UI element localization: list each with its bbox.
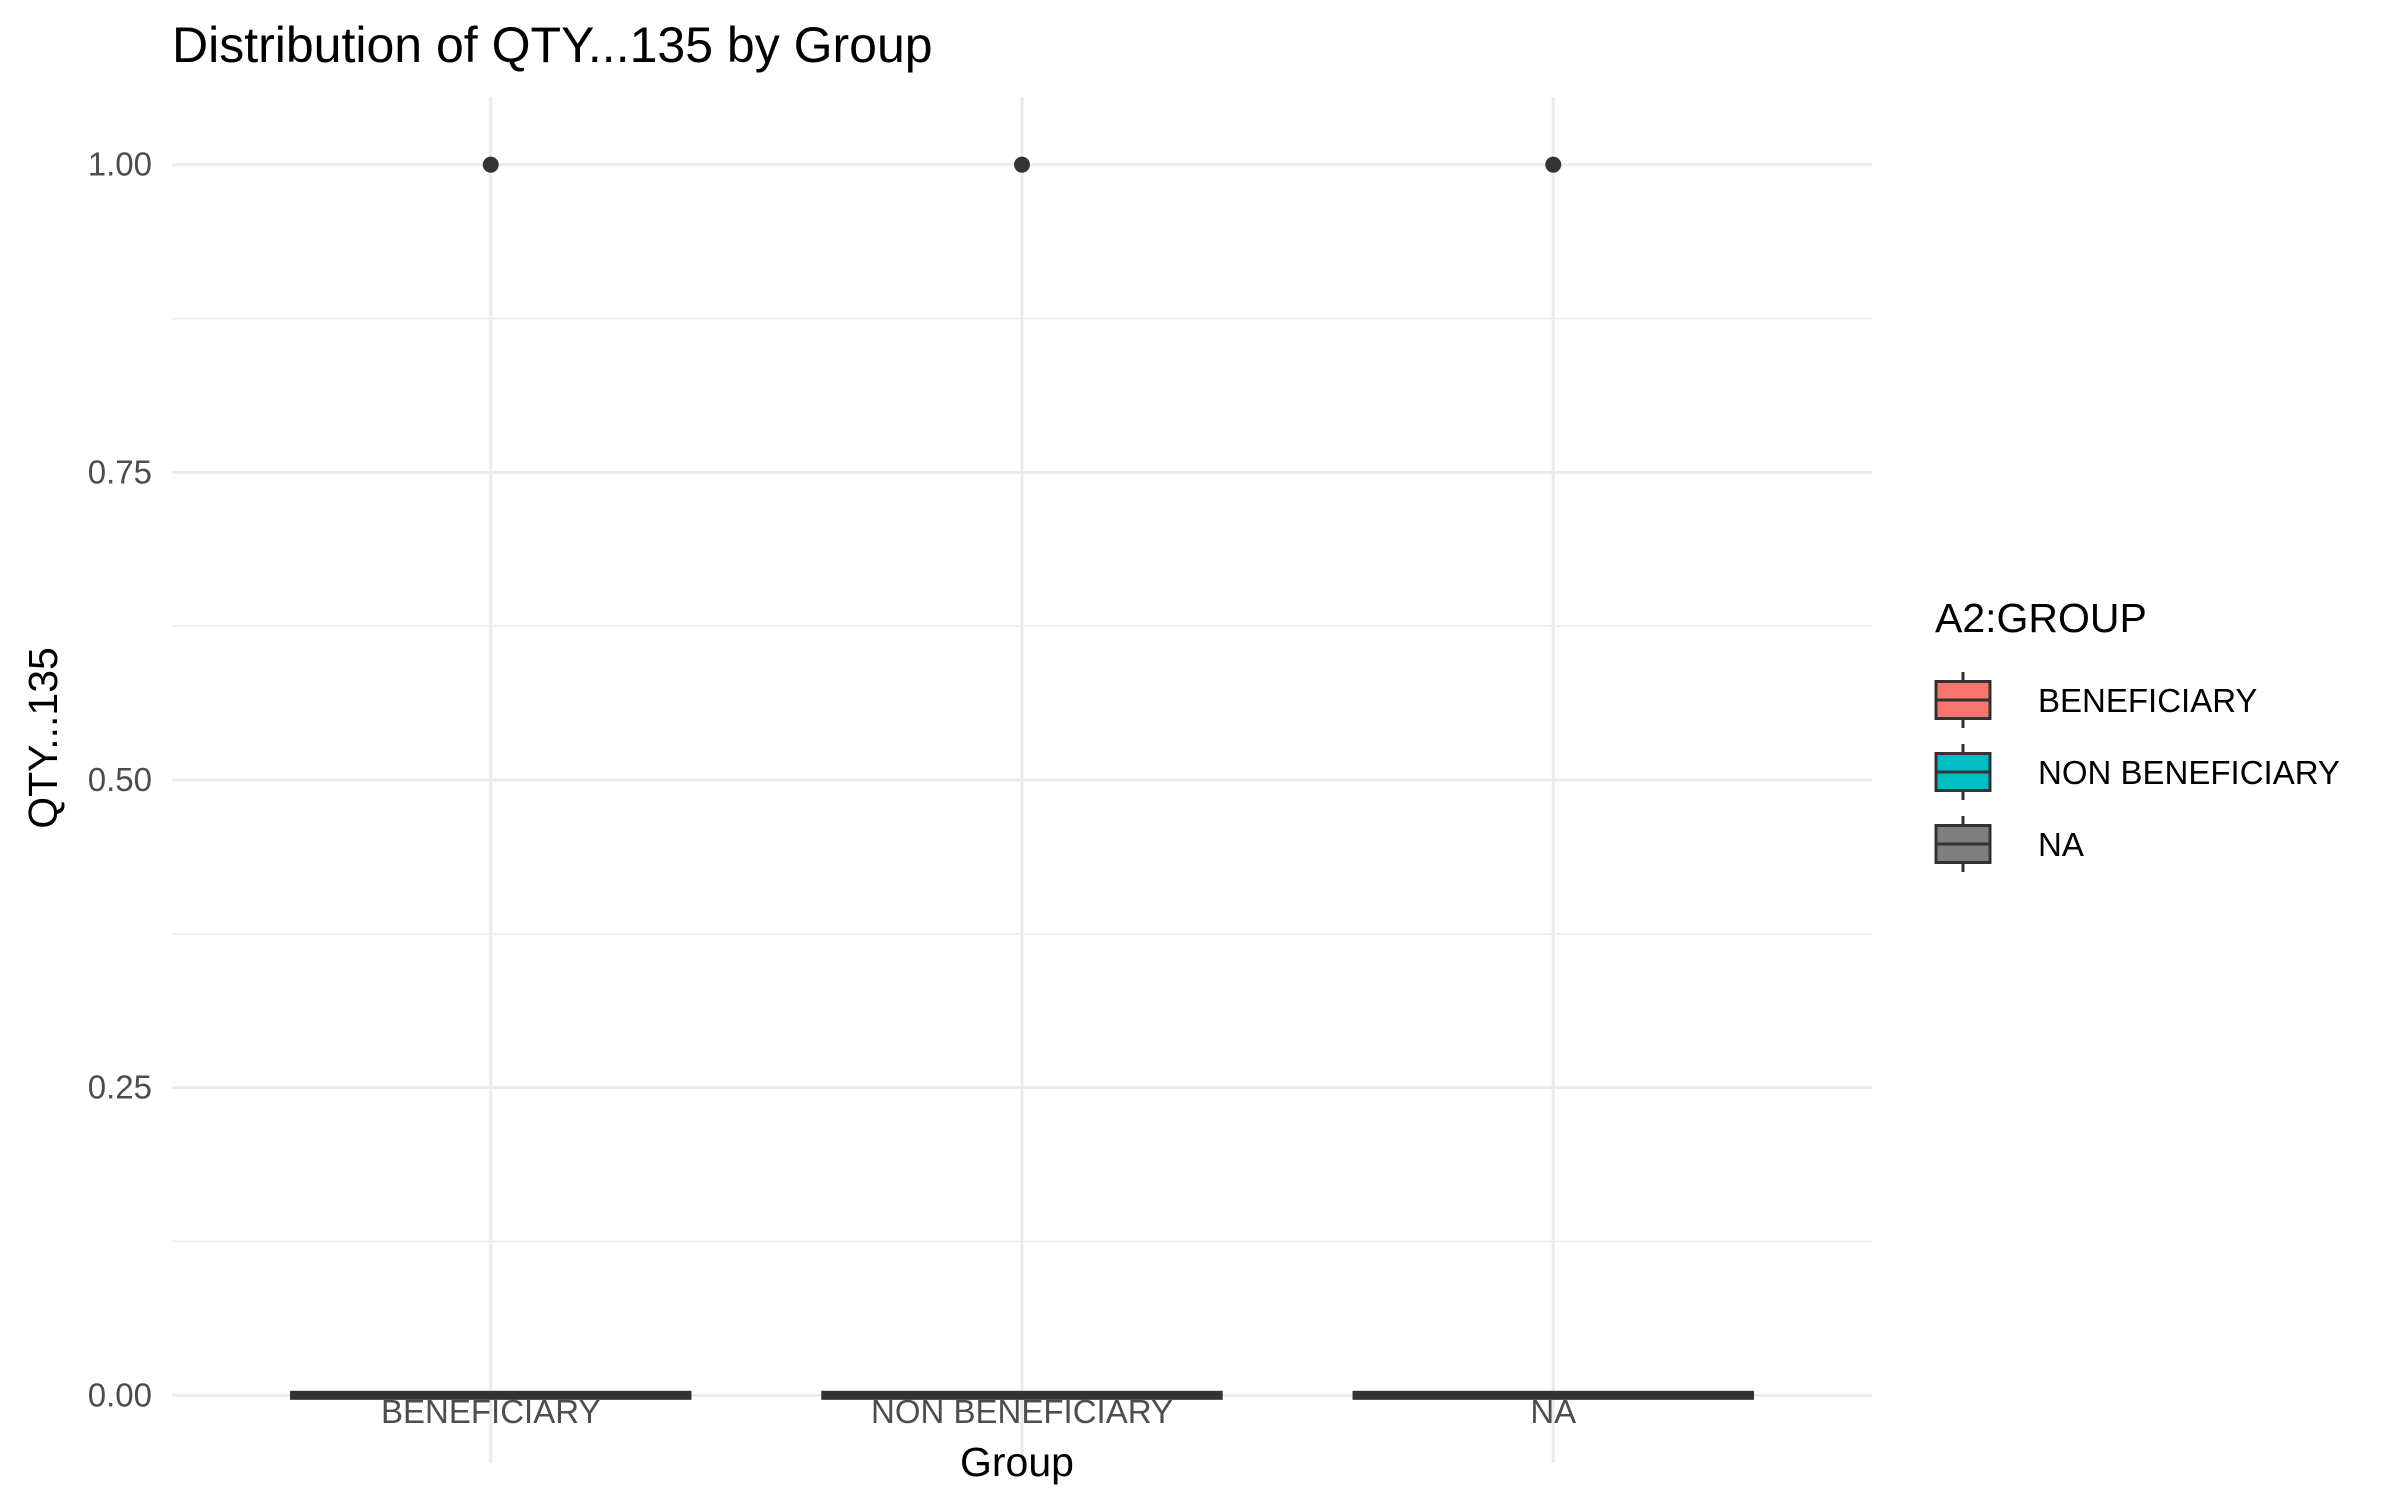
outlier-group — [482, 156, 1562, 173]
y-tick-label: 1.00 — [88, 146, 152, 183]
x-tick-label: NA — [1530, 1393, 1576, 1430]
x-tick-label: NON BENEFICIARY — [871, 1393, 1173, 1430]
outlier-point — [1014, 156, 1030, 173]
y-tick-label: 0.25 — [88, 1069, 152, 1106]
outlier-point — [1545, 156, 1562, 173]
x-tick-label: BENEFICIARY — [381, 1393, 600, 1430]
legend-item: NA — [1934, 816, 2084, 872]
legend-title: A2:GROUP — [1935, 595, 2147, 641]
y-axis-title: QTY...135 — [20, 647, 66, 829]
legend-label: NON BENEFICIARY — [2038, 754, 2340, 791]
legend-label: NA — [2038, 826, 2084, 863]
x-axis-ticks: BENEFICIARY NON BENEFICIARY NA — [381, 1393, 1576, 1430]
y-tick-label: 0.50 — [88, 761, 152, 798]
y-axis-ticks: 0.00 0.25 0.50 0.75 1.00 — [88, 146, 152, 1414]
y-tick-label: 0.75 — [88, 453, 152, 490]
outlier-point — [482, 156, 499, 173]
y-tick-label: 0.00 — [88, 1376, 152, 1413]
x-axis-title: Group — [960, 1439, 1074, 1485]
legend-items: BENEFICIARY NON BENEFICIARY NA — [1934, 672, 2340, 872]
box-group — [290, 1390, 1754, 1400]
legend-label: BENEFICIARY — [2038, 682, 2257, 719]
chart-title: Distribution of QTY...135 by Group — [172, 17, 933, 73]
legend: A2:GROUP BENEFICIARY NON BENEFICIARY NA — [1934, 595, 2340, 872]
legend-item: BENEFICIARY — [1934, 672, 2257, 728]
legend-item: NON BENEFICIARY — [1934, 744, 2340, 800]
